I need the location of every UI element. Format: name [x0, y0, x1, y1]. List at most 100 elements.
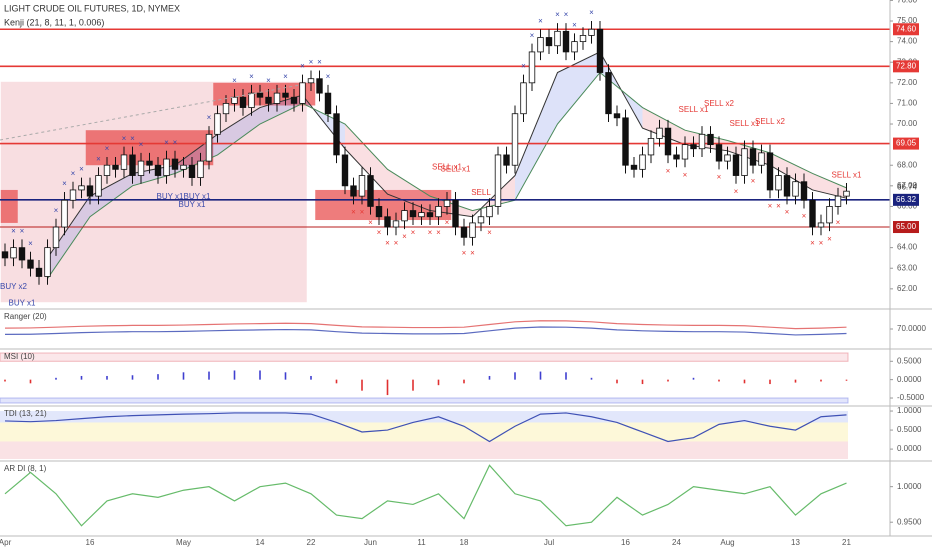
y-tick-label: 0.0000 — [897, 375, 922, 384]
buy-signal: × — [300, 62, 305, 71]
sell-signal: × — [394, 238, 399, 247]
candle-body — [486, 206, 493, 218]
candle-body — [435, 206, 442, 218]
panel-title: TDI (13, 21) — [4, 409, 47, 418]
candle-body — [27, 259, 34, 269]
candle-body — [690, 144, 697, 150]
buy-signal: × — [538, 16, 543, 25]
candle-body — [197, 160, 204, 178]
sell-signal: × — [436, 228, 441, 237]
x-tick-label: Jul — [544, 538, 554, 547]
candle-body — [205, 133, 213, 162]
panel-title: MSI (10) — [4, 352, 35, 361]
ma-fill — [345, 124, 388, 195]
buy-signal: × — [555, 10, 560, 19]
candle-body — [180, 164, 187, 170]
panel-title: Ranger (20) — [4, 312, 47, 321]
indicator-bar — [692, 377, 695, 380]
candle-body — [571, 41, 578, 53]
sell-signal: × — [385, 238, 390, 247]
candle-body — [146, 160, 153, 166]
indicator-bar — [284, 372, 287, 380]
signal-label: SELL — [471, 188, 491, 197]
sell-signal: × — [827, 234, 832, 243]
zone — [213, 82, 316, 106]
candle-body — [35, 267, 43, 277]
buy-signal: × — [317, 58, 322, 67]
candle-body — [273, 92, 281, 104]
candle-body — [494, 154, 502, 207]
sell-signal: × — [717, 172, 722, 181]
signal-label: BUY x1BUY x1 — [157, 192, 212, 201]
indicator-bar — [55, 377, 57, 380]
candle-body — [10, 247, 17, 259]
buy-signal: × — [266, 76, 271, 85]
candle-body — [443, 199, 451, 207]
indicator-bar — [4, 379, 6, 382]
candle-body — [817, 222, 825, 228]
sell-signal: × — [810, 238, 815, 247]
candle-body — [673, 154, 680, 160]
buy-signal: × — [530, 31, 535, 40]
candle-body — [86, 185, 94, 197]
y-tick-label: -0.5000 — [897, 393, 925, 402]
candle-body — [775, 175, 782, 191]
sell-signal: × — [411, 228, 416, 237]
ma-fill — [90, 173, 133, 217]
candle-body — [698, 133, 706, 150]
candle-body — [596, 28, 604, 73]
candle-body — [681, 144, 689, 160]
candle-body — [554, 30, 561, 47]
zone-band — [0, 422, 848, 442]
y-tick-label: 70.00 — [897, 119, 918, 128]
indicator-bar — [335, 379, 338, 384]
candle-body — [460, 226, 468, 238]
candle-body — [520, 82, 527, 115]
candle-body — [749, 148, 757, 166]
candle-body — [375, 206, 383, 218]
candle-body — [137, 160, 145, 176]
x-tick-label: 16 — [86, 538, 95, 547]
candle-body — [316, 78, 323, 94]
candle-body — [605, 72, 612, 115]
y-tick-label: 64.00 — [897, 243, 918, 252]
candle-body — [630, 164, 638, 170]
buy-signal: × — [96, 154, 101, 163]
buy-signal: × — [28, 239, 33, 248]
indicator-bar — [106, 375, 108, 380]
zone-band — [0, 441, 848, 459]
signal-label: SELL x2 — [755, 117, 785, 126]
indicator-bar — [182, 372, 185, 380]
buy-signal: × — [521, 62, 526, 71]
candle-body — [384, 216, 391, 228]
x-tick-label: Aug — [720, 538, 734, 547]
indicator-bar — [565, 372, 567, 380]
candle-body — [639, 154, 646, 170]
candle-body — [222, 103, 230, 115]
candle-body — [707, 133, 714, 146]
candle-body — [426, 212, 434, 218]
candle-body — [214, 113, 221, 135]
indicator-bar — [208, 371, 210, 380]
x-tick-label: Jun — [364, 538, 377, 547]
candle-body — [163, 158, 170, 176]
ma-fill — [770, 152, 813, 190]
buy-signal: × — [122, 134, 127, 143]
sell-signal: × — [351, 207, 356, 216]
indicator-bar — [29, 379, 32, 384]
sell-signal: × — [683, 170, 688, 179]
candle-body — [120, 154, 128, 170]
buy-signal: × — [589, 8, 594, 17]
candle-body — [418, 212, 425, 218]
ma-fill — [47, 196, 90, 279]
candle-body — [307, 78, 315, 84]
candle-body — [52, 226, 60, 249]
zone-band — [0, 397, 849, 404]
y-tick-label: 63.00 — [897, 263, 918, 272]
x-tick-label: Apr — [0, 538, 12, 547]
buy-signal: × — [71, 169, 76, 178]
buy-signal: × — [54, 206, 59, 215]
sell-signal: × — [836, 218, 841, 227]
buy-signal: × — [20, 227, 25, 236]
